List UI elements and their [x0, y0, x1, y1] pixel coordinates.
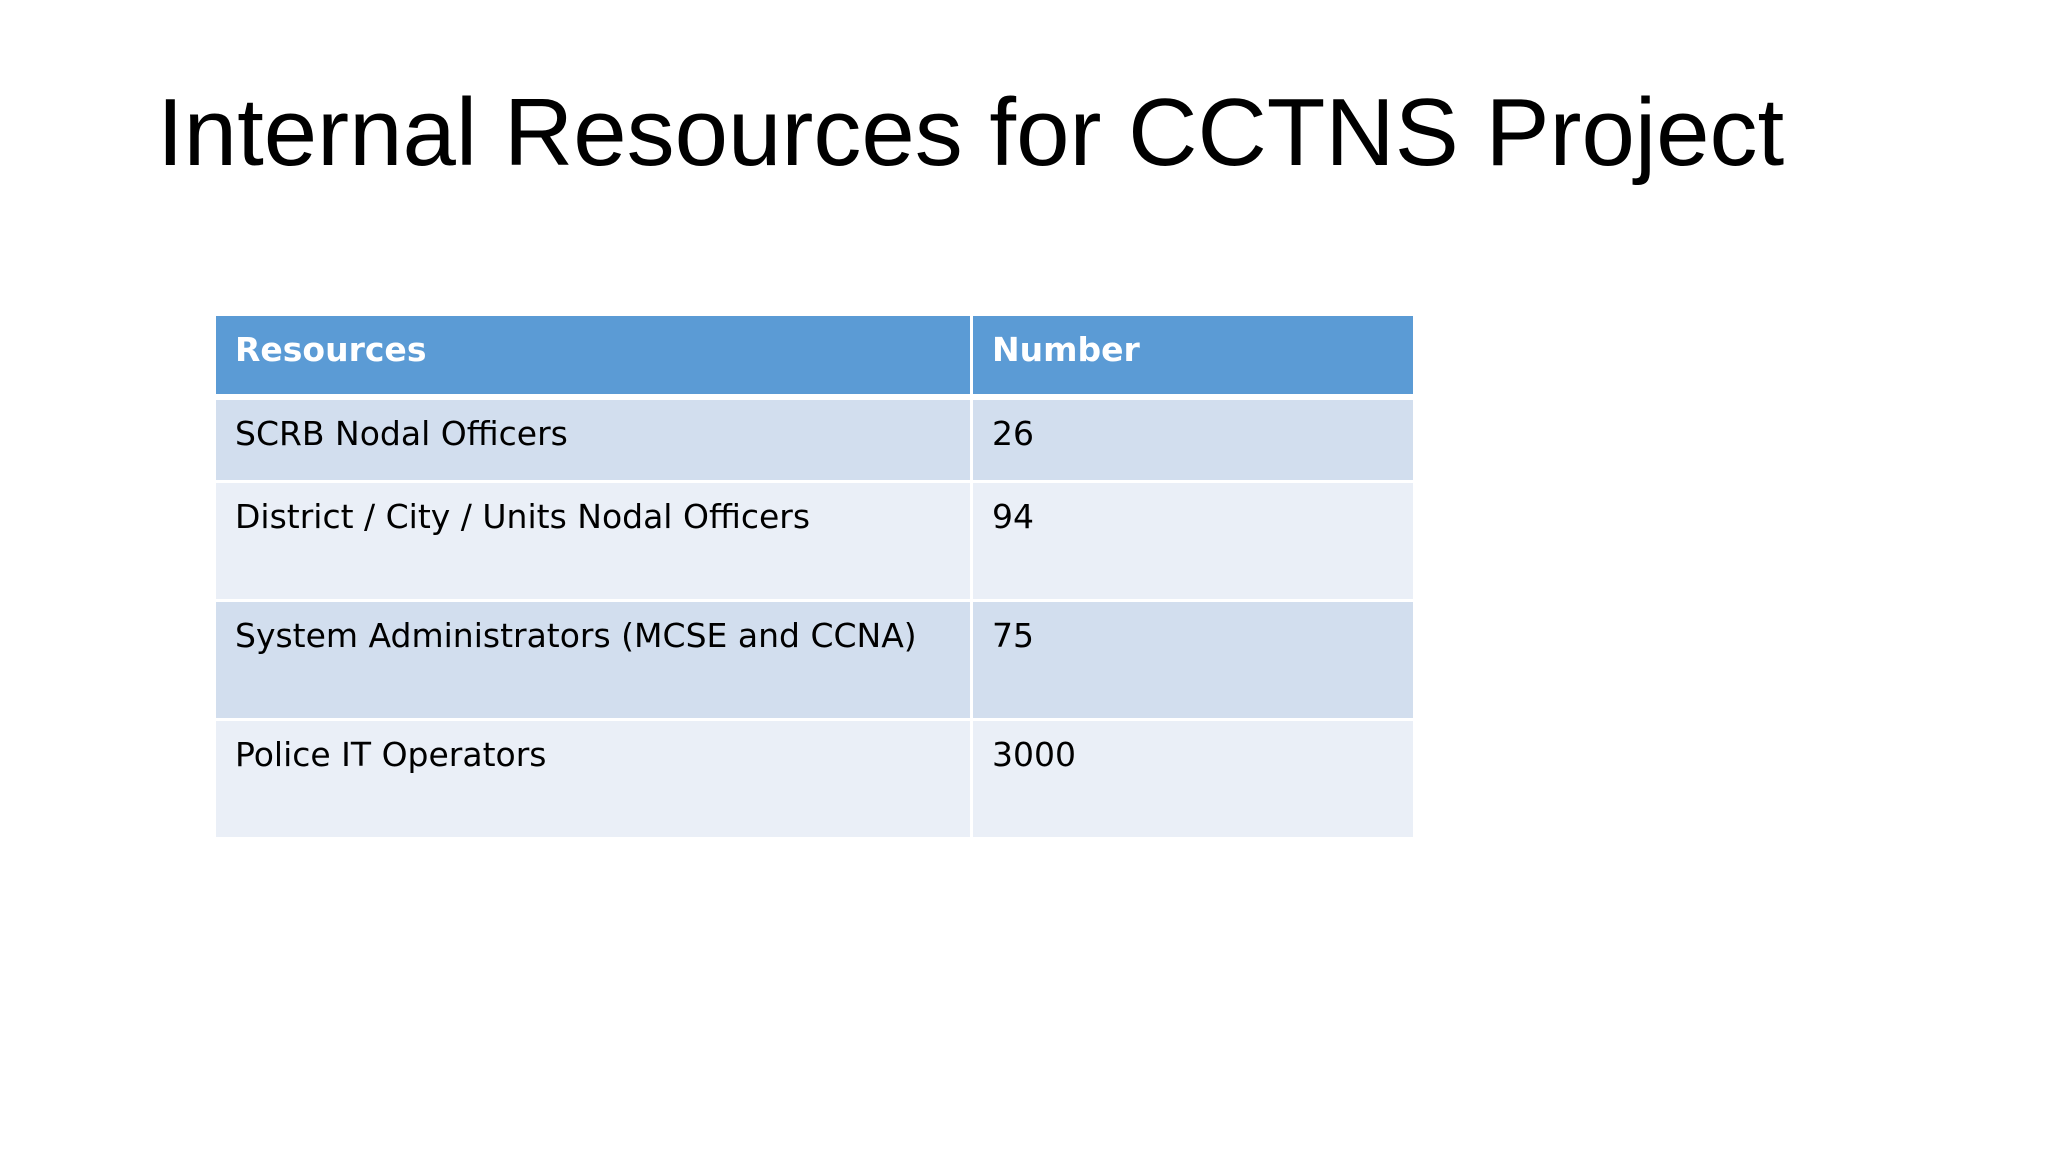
table-header-row: Resources Number: [212, 313, 1416, 400]
table-row: SCRB Nodal Officers 26: [212, 395, 1416, 483]
number-cell: 3000: [970, 718, 1416, 840]
header-resources: Resources: [212, 313, 974, 400]
table-row: District / City / Units Nodal Officers 9…: [212, 480, 1416, 602]
table-row: System Administrators (MCSE and CCNA) 75: [212, 599, 1416, 721]
resources-table: Resources Number SCRB Nodal Officers 26 …: [212, 313, 1416, 840]
resource-cell: SCRB Nodal Officers: [212, 395, 974, 483]
resource-cell: Police IT Operators: [212, 718, 974, 840]
table-row: Police IT Operators 3000: [212, 718, 1416, 840]
header-number: Number: [970, 313, 1416, 400]
resource-cell: District / City / Units Nodal Officers: [212, 480, 974, 602]
slide-title: Internal Resources for CCTNS Project: [157, 79, 1785, 186]
resource-cell: System Administrators (MCSE and CCNA): [212, 599, 974, 721]
number-cell: 75: [970, 599, 1416, 721]
number-cell: 94: [970, 480, 1416, 602]
number-cell: 26: [970, 395, 1416, 483]
